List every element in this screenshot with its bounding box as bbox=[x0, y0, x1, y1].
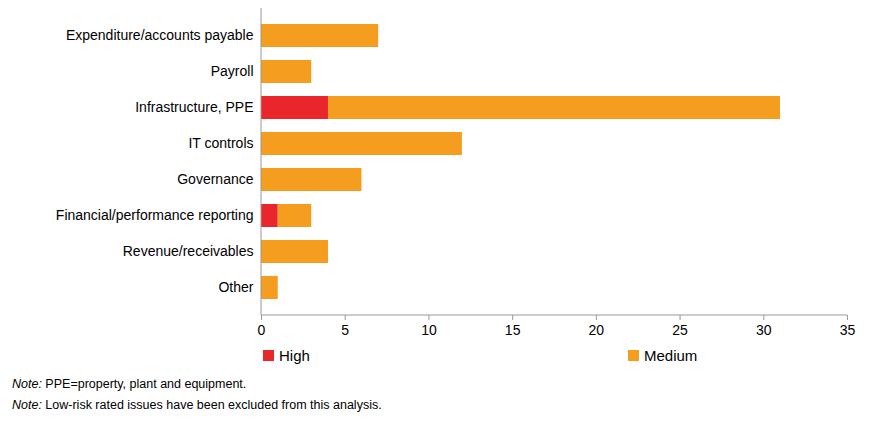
svg-text:Financial/performance reportin: Financial/performance reporting bbox=[56, 207, 254, 223]
svg-text:5: 5 bbox=[341, 322, 349, 338]
html-text:Note: Low-risk rated issues ha: Note: Low-risk rated issues have been ex… bbox=[12, 398, 382, 412]
svg-text:35: 35 bbox=[840, 322, 856, 338]
svg-text:25: 25 bbox=[672, 322, 688, 338]
svg-text:Revenue/receivables: Revenue/receivables bbox=[123, 243, 254, 259]
svg-text:Payroll: Payroll bbox=[211, 63, 254, 79]
svg-text:Governance: Governance bbox=[177, 171, 253, 187]
svg-text:Infrastructure, PPE: Infrastructure, PPE bbox=[135, 99, 253, 115]
svg-text:15: 15 bbox=[505, 322, 521, 338]
svg-text:IT controls: IT controls bbox=[188, 135, 253, 151]
html-text:Note: PPE=property, plant and: Note: PPE=property, plant and equipment. bbox=[12, 377, 247, 391]
html-text:Medium: Medium bbox=[644, 347, 698, 364]
html-text:High: High bbox=[279, 347, 310, 364]
svg-text:0: 0 bbox=[258, 322, 266, 338]
svg-text:30: 30 bbox=[756, 322, 772, 338]
svg-text:10: 10 bbox=[421, 322, 437, 338]
svg-text:20: 20 bbox=[589, 322, 605, 338]
svg-text:Expenditure/accounts payable: Expenditure/accounts payable bbox=[66, 27, 254, 43]
svg-text:Other: Other bbox=[218, 279, 253, 295]
